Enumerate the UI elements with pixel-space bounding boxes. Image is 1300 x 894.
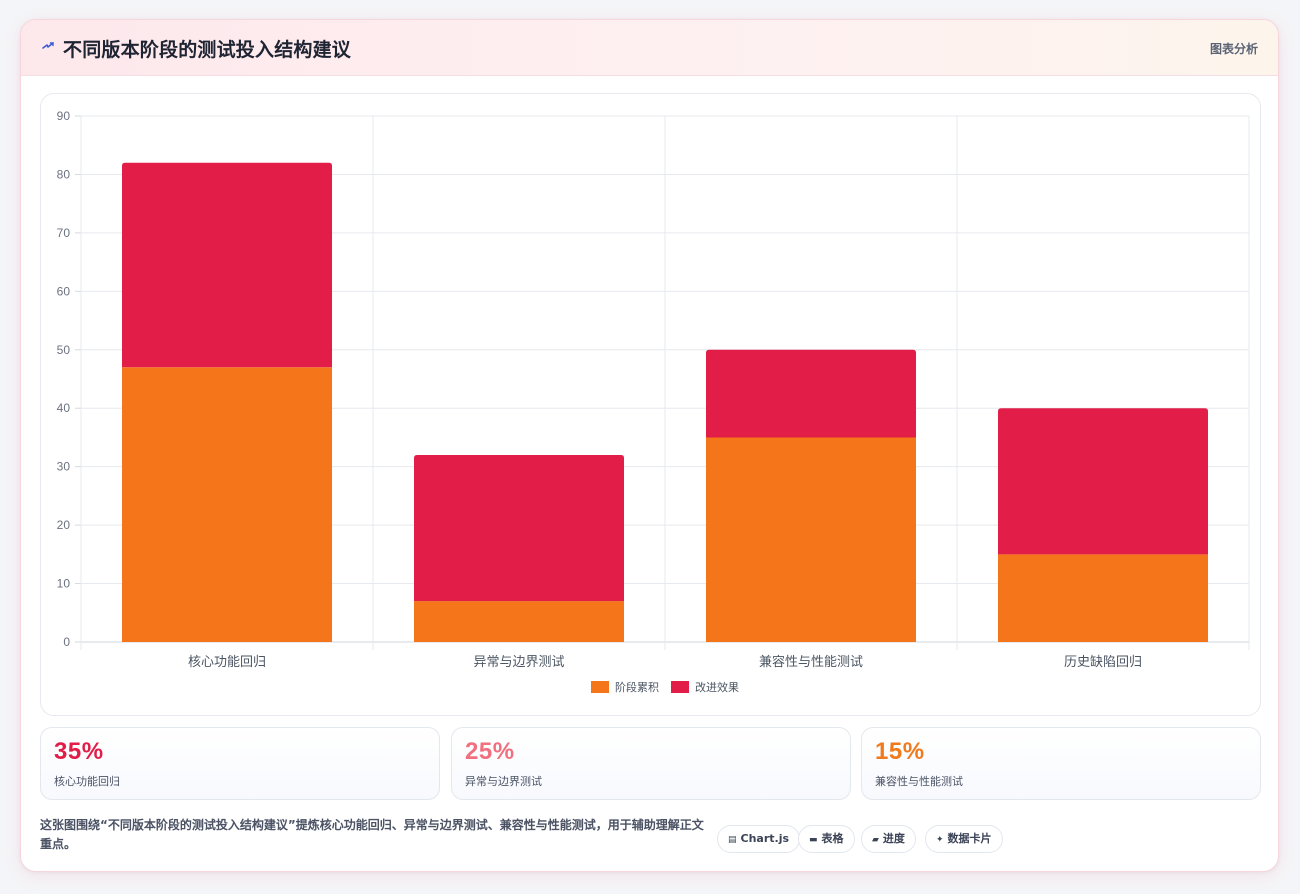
y-tick-label: 50 xyxy=(57,343,71,357)
table-icon: ▬ xyxy=(809,835,818,845)
bar-segment xyxy=(414,454,624,602)
stat-value: 35% xyxy=(54,738,104,765)
y-tick-label: 30 xyxy=(57,460,71,474)
y-tick-label: 20 xyxy=(57,518,71,532)
pill-progress[interactable]: ▰ 进度 xyxy=(861,825,916,853)
y-tick-label: 90 xyxy=(57,109,71,123)
bar-segment xyxy=(122,367,332,642)
bar-segment xyxy=(706,437,916,642)
pill-label: 进度 xyxy=(882,832,905,845)
bar-segment xyxy=(998,554,1208,642)
y-tick-label: 40 xyxy=(57,401,71,415)
bar-segment xyxy=(706,349,916,438)
page-title: 不同版本阶段的测试投入结构建议 xyxy=(63,39,352,61)
chart-description: 这张图围绕“不同版本阶段的测试投入结构建议”提炼核心功能回归、异常与边界测试、兼… xyxy=(40,818,704,851)
stat-card-boundary: 25% 异常与边界测试 xyxy=(451,727,851,800)
stat-label: 核心功能回归 xyxy=(54,775,120,788)
stat-card-core: 35% 核心功能回归 xyxy=(40,727,440,800)
chart-card: 不同版本阶段的测试投入结构建议 图表分析 0 10 20 30 40 50 60 70 80 90… xyxy=(20,19,1279,872)
legend-label: 改进效果 xyxy=(695,680,739,694)
legend-label: 阶段累积 xyxy=(615,680,659,694)
pill-label: 数据卡片 xyxy=(947,832,992,845)
pill-label: 表格 xyxy=(821,832,844,845)
sparkle-icon: ✦ xyxy=(936,835,944,845)
legend-swatch xyxy=(591,681,609,693)
x-tick-label: 异常与边界测试 xyxy=(473,655,564,670)
y-tick-label: 80 xyxy=(57,167,71,181)
stat-value: 15% xyxy=(875,738,925,765)
pill-table[interactable]: ▬ 表格 xyxy=(798,825,855,853)
pill-label: Chart.js xyxy=(740,832,790,845)
chart-analysis-tag: 图表分析 xyxy=(1209,42,1258,56)
x-tick-label: 兼容性与性能测试 xyxy=(759,654,863,670)
x-tick-label: 历史缺陷回归 xyxy=(1064,655,1142,670)
chart-icon: ▤ xyxy=(728,835,737,845)
progress-icon: ▰ xyxy=(872,835,879,845)
bar-segment xyxy=(122,162,332,368)
card-header: 不同版本阶段的测试投入结构建议 图表分析 xyxy=(21,20,1278,76)
x-tick-label: 核心功能回归 xyxy=(188,655,266,670)
stacked-bar-chart: 0 10 20 30 40 50 60 70 80 90 核心功能回归 异常与边界测试 兼容性与性能测试… xyxy=(57,109,1250,694)
lightning-icon xyxy=(42,42,54,49)
pill-data-cards[interactable]: ✦ 数据卡片 xyxy=(925,825,1003,853)
legend-swatch xyxy=(671,681,689,693)
stat-card-compat: 15% 兼容性与性能测试 xyxy=(861,727,1261,800)
stat-value: 25% xyxy=(465,738,515,765)
y-tick-label: 0 xyxy=(63,635,70,649)
y-tick-label: 60 xyxy=(57,284,71,298)
bar-segment xyxy=(414,601,624,642)
stat-label: 异常与边界测试 xyxy=(465,775,542,788)
stat-label: 兼容性与性能测试 xyxy=(875,775,963,788)
bar-segment xyxy=(998,408,1208,555)
chart-panel: 0 10 20 30 40 50 60 70 80 90 核心功能回归 异常与边界测试 兼容性与性能测试… xyxy=(40,93,1261,716)
y-tick-label: 10 xyxy=(57,577,71,591)
y-tick-label: 70 xyxy=(57,226,71,240)
pill-chartjs[interactable]: ▤ Chart.js xyxy=(717,825,801,853)
